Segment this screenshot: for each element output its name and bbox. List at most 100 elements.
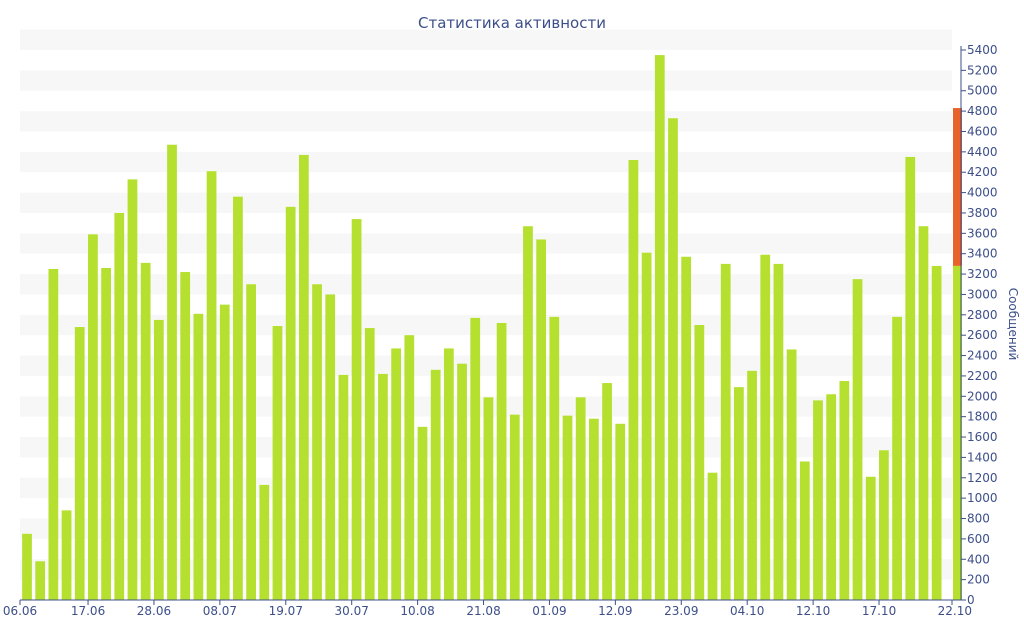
y-tick-label: 1200	[967, 471, 998, 485]
y-tick-label: 4600	[967, 124, 998, 138]
bar	[773, 263, 784, 600]
bar	[668, 118, 678, 601]
bar	[707, 472, 718, 600]
bar	[391, 348, 402, 600]
bar	[496, 322, 507, 600]
x-tick-label: 17.10	[862, 604, 896, 618]
bar	[562, 415, 573, 600]
bar	[483, 397, 494, 600]
bar	[167, 144, 177, 600]
y-axis: 0 200 400 600 800 1000 1200 1400 1600 1800 2000 220…	[960, 43, 998, 607]
bars-layer	[22, 55, 942, 601]
bar	[549, 316, 560, 600]
bar	[246, 284, 256, 600]
y-tick-label: 5000	[967, 84, 998, 98]
bar	[575, 397, 586, 600]
bar	[931, 265, 942, 600]
bar	[786, 349, 797, 600]
bar	[298, 154, 309, 600]
bar	[378, 373, 388, 600]
x-tick-label: 17.06	[71, 604, 105, 618]
y-tick-label: 2800	[967, 308, 998, 322]
x-tick-label: 28.06	[137, 604, 171, 618]
x-tick-label: 12.09	[598, 604, 632, 618]
grid-band	[20, 151, 952, 173]
y-tick-label: 5200	[967, 63, 998, 77]
bar	[588, 418, 599, 600]
bar	[694, 325, 705, 600]
bar	[865, 476, 876, 600]
x-axis: 06.06 17.06 28.06 08.07 19.07 30.07 10.08 21.08…	[3, 599, 972, 618]
grid-band	[20, 192, 952, 213]
bar	[219, 304, 230, 600]
bar	[153, 319, 164, 600]
bar	[404, 335, 415, 600]
bar	[602, 383, 612, 600]
x-tick-label: 01.09	[532, 604, 566, 618]
bar	[747, 370, 757, 600]
x-tick-label: 19.07	[269, 604, 303, 618]
bar	[826, 394, 837, 600]
y-tick-label: 0	[967, 593, 975, 607]
bar	[22, 533, 32, 600]
x-tick-label: 10.08	[400, 604, 434, 618]
grid-band	[20, 111, 952, 132]
bar	[839, 381, 850, 600]
y-tick-label: 3200	[967, 267, 998, 281]
bar	[813, 400, 823, 600]
y-tick-label: 3600	[967, 226, 998, 240]
current-bar-layer	[953, 108, 962, 600]
y-tick-label: 400	[967, 552, 990, 566]
y-tick-label: 3800	[967, 206, 998, 220]
y-tick-label: 5400	[967, 43, 998, 57]
bar	[457, 363, 467, 600]
current-bar	[953, 108, 962, 266]
y-tick-label: 1800	[967, 410, 998, 424]
x-tick-label: 30.07	[335, 604, 369, 618]
y-tick-label: 2400	[967, 349, 998, 363]
y-tick-label: 600	[967, 532, 990, 546]
bar	[879, 450, 889, 600]
x-tick-label: 08.07	[203, 604, 237, 618]
y-tick-label: 4200	[967, 165, 998, 179]
x-tick-label: 23.09	[664, 604, 698, 618]
bar	[114, 212, 125, 601]
grid-band	[20, 274, 952, 295]
grid-band	[20, 29, 952, 50]
bar	[88, 234, 98, 600]
bar	[101, 267, 111, 600]
bar	[536, 239, 547, 600]
bar	[470, 317, 481, 600]
bar	[193, 313, 204, 600]
y-tick-label: 200	[967, 573, 990, 587]
y-tick-label: 800	[967, 512, 990, 526]
x-tick-label: 04.10	[730, 604, 764, 618]
bar	[654, 55, 665, 601]
bar	[35, 561, 46, 600]
bar	[48, 268, 59, 600]
bar	[905, 156, 916, 600]
current-bar-base	[953, 265, 962, 600]
bar	[892, 316, 902, 600]
chart-title: Статистика активности	[418, 14, 606, 32]
bar	[338, 374, 349, 600]
bar	[681, 256, 692, 600]
bar	[628, 160, 639, 600]
bar	[523, 226, 533, 600]
y-tick-label: 1600	[967, 430, 998, 444]
y-tick-label: 4800	[967, 104, 998, 118]
x-tick-label: 21.08	[466, 604, 500, 618]
grid-band	[20, 233, 952, 254]
bar	[140, 262, 151, 600]
bar	[760, 254, 771, 600]
bar	[233, 196, 243, 600]
x-tick-label: 22.10	[938, 604, 972, 618]
y-tick-label: 3400	[967, 247, 998, 261]
bar	[74, 327, 85, 600]
bar	[364, 328, 375, 600]
y-tick-label: 2000	[967, 389, 998, 403]
x-tick-label: 12.10	[796, 604, 830, 618]
bar	[509, 414, 520, 600]
